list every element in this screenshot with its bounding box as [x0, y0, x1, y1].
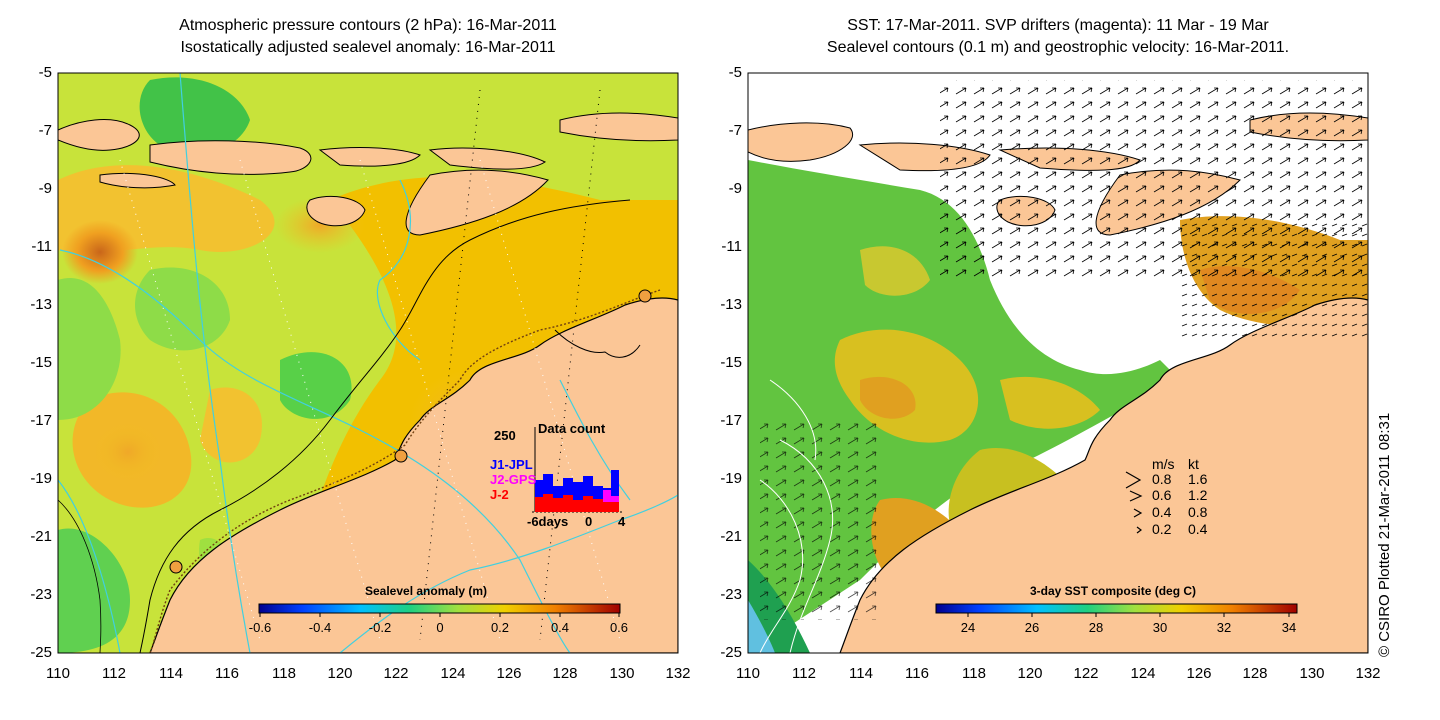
left-y-tick: -23 [30, 586, 52, 603]
right-colorbar-tick: 34 [1281, 620, 1297, 635]
left-colorbar-tick: 0.4 [550, 620, 570, 635]
right-y-tick: -9 [728, 180, 742, 197]
left-y-tick: -9 [38, 180, 52, 197]
right-x-tick: 112 [792, 665, 816, 682]
credit-text: © CSIRO Plotted 21-Mar-2011 08:31 [1376, 412, 1393, 657]
left-y-tick: -5 [38, 64, 52, 81]
data-count-title: Data count [538, 421, 606, 436]
left-x-tick: 116 [215, 665, 239, 682]
right-colorbar-tick: 24 [960, 620, 976, 635]
left-x-tick: 110 [46, 665, 70, 682]
right-colorbar-tick: 32 [1216, 620, 1232, 635]
right-y-tick: -23 [720, 586, 742, 603]
right-y-tick: -13 [720, 296, 742, 313]
left-colorbar-title: Sealevel anomaly (m) [365, 584, 488, 598]
right-x-tick: 126 [1186, 665, 1212, 682]
right-y-tick: -25 [720, 644, 742, 661]
velocity-legend-kt: 0.8 [1188, 504, 1208, 520]
right-map [748, 73, 1368, 653]
data-count-x-label: 0 [585, 514, 593, 529]
left-x-tick: 128 [552, 665, 578, 682]
right-colorbar-tick: 28 [1088, 620, 1104, 635]
right-x-tick: 114 [849, 665, 873, 682]
right-x-tick: 116 [905, 665, 929, 682]
right-y-tick: -17 [720, 412, 742, 429]
right-colorbar-title: 3-day SST composite (deg C) [1030, 584, 1197, 598]
left-colorbar-tick: -0.6 [248, 620, 272, 635]
left-x-tick: 132 [665, 665, 691, 682]
left-x-tick: 124 [440, 665, 466, 682]
left-title-line1: Atmospheric pressure contours (2 hPa): 1… [179, 17, 557, 34]
right-y-tick: -11 [721, 238, 742, 255]
right-colorbar-tick: 26 [1024, 620, 1040, 635]
data-count-ymax: 250 [494, 428, 516, 443]
data-count-series-j1: J1-JPL [490, 457, 533, 472]
left-map [58, 73, 678, 653]
right-y-tick: -7 [728, 122, 742, 139]
right-x-tick: 110 [736, 665, 760, 682]
velocity-legend-ms: 0.4 [1152, 504, 1172, 520]
left-y-tick: -13 [30, 296, 52, 313]
right-y-tick: -5 [728, 64, 742, 81]
velocity-legend-kt: 1.2 [1188, 487, 1208, 503]
left-x-tick: 118 [272, 665, 296, 682]
left-y-tick: -17 [30, 412, 52, 429]
left-x-tick: 114 [159, 665, 183, 682]
left-y-tick: -15 [30, 354, 52, 371]
left-y-tick: -21 [30, 528, 52, 545]
right-title-line1: SST: 17-Mar-2011. SVP drifters (magenta)… [847, 17, 1269, 34]
left-y-tick: -11 [31, 238, 52, 255]
left-y-tick: -25 [30, 644, 52, 661]
velocity-legend-arrows [1125, 471, 1143, 534]
left-colorbar-tick: -0.2 [368, 620, 392, 635]
right-x-tick: 124 [1130, 665, 1156, 682]
left-colorbar-tick: 0.2 [490, 620, 510, 635]
left-x-tick: 112 [102, 665, 126, 682]
right-title-line2: Sealevel contours (0.1 m) and geostrophi… [826, 39, 1290, 56]
left-x-tick: 126 [496, 665, 522, 682]
velocity-legend-kt: 0.4 [1188, 521, 1208, 537]
velocity-legend-ms: 0.6 [1152, 487, 1172, 503]
left-colorbar-tick: -0.4 [308, 620, 332, 635]
left-colorbar-tick: 0 [436, 620, 444, 635]
velocity-legend-header-kt: kt [1188, 456, 1199, 472]
right-x-tick: 122 [1073, 665, 1099, 682]
right-y-tick: -19 [720, 470, 742, 487]
right-y-tick: -15 [720, 354, 742, 371]
left-y-tick: -7 [38, 122, 52, 139]
velocity-legend-header-ms: m/s [1152, 456, 1175, 472]
data-count-x-label: -6days [527, 514, 569, 529]
velocity-legend-kt: 1.6 [1188, 471, 1208, 487]
right-y-tick: -21 [720, 528, 742, 545]
left-x-tick: 130 [609, 665, 635, 682]
right-colorbar [935, 603, 1298, 614]
velocity-legend-ms: 0.8 [1152, 471, 1172, 487]
right-x-tick: 118 [962, 665, 986, 682]
right-colorbar-tick: 30 [1152, 620, 1168, 635]
right-x-tick: 120 [1017, 665, 1043, 682]
data-count-chart [532, 427, 622, 513]
velocity-legend-ms: 0.2 [1152, 521, 1172, 537]
data-count-x-label: 4 [618, 514, 626, 529]
left-x-tick: 120 [327, 665, 353, 682]
left-title-line2: Isostatically adjusted sealevel anomaly:… [180, 39, 556, 56]
data-count-series-j2: J2-GPS [490, 472, 537, 487]
right-x-tick: 128 [1242, 665, 1268, 682]
data-count-series-j-2: J-2 [490, 487, 509, 502]
right-x-tick: 132 [1355, 665, 1381, 682]
left-colorbar-tick: 0.6 [609, 620, 629, 635]
left-y-tick: -19 [30, 470, 52, 487]
left-x-tick: 122 [383, 665, 409, 682]
left-colorbar [258, 603, 621, 614]
right-x-tick: 130 [1299, 665, 1325, 682]
